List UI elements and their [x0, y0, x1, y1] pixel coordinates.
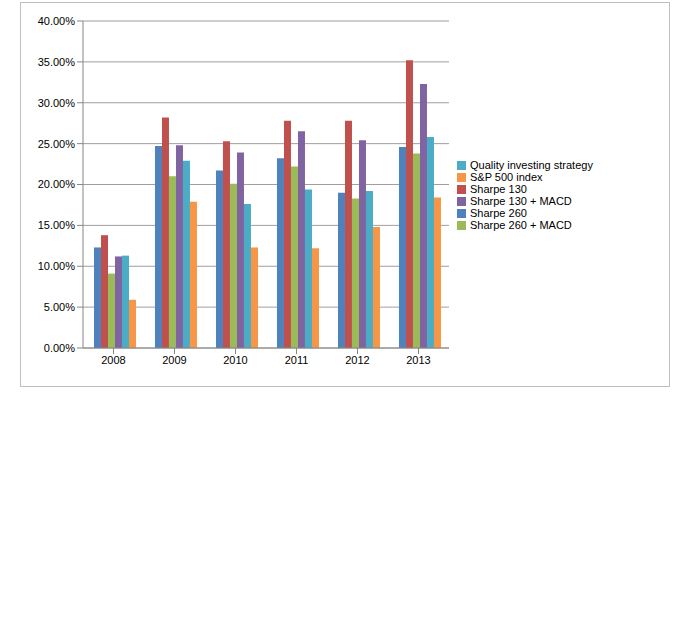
- svg-text:2011: 2011: [285, 354, 309, 366]
- svg-text:20.00%: 20.00%: [38, 178, 76, 190]
- svg-text:2009: 2009: [162, 354, 186, 366]
- svg-text:15.00%: 15.00%: [38, 219, 76, 231]
- svg-text:2012: 2012: [345, 354, 369, 366]
- html-text:Quality investing strategy: Quality investing strategy: [470, 158, 593, 171]
- svg-text:2010: 2010: [223, 354, 247, 366]
- html-text:Sharpe 130 + MACD: Sharpe 130 + MACD: [470, 194, 572, 207]
- svg-text:2008: 2008: [101, 354, 125, 366]
- svg-text:2013: 2013: [406, 354, 430, 366]
- svg-text:40.00%: 40.00%: [38, 15, 76, 27]
- html-text:Sharpe 260 + MACD: Sharpe 260 + MACD: [470, 218, 572, 231]
- svg-text:0.00%: 0.00%: [44, 342, 75, 354]
- svg-text:5.00%: 5.00%: [44, 301, 75, 313]
- html-text:Sharpe 260: Sharpe 260: [470, 206, 527, 219]
- svg-text:25.00%: 25.00%: [38, 138, 76, 150]
- svg-text:30.00%: 30.00%: [38, 97, 76, 109]
- html-text:S&P 500 index: S&P 500 index: [470, 170, 543, 183]
- svg-text:35.00%: 35.00%: [38, 56, 76, 68]
- html-text:Sharpe 130: Sharpe 130: [470, 182, 527, 195]
- svg-text:10.00%: 10.00%: [38, 260, 76, 272]
